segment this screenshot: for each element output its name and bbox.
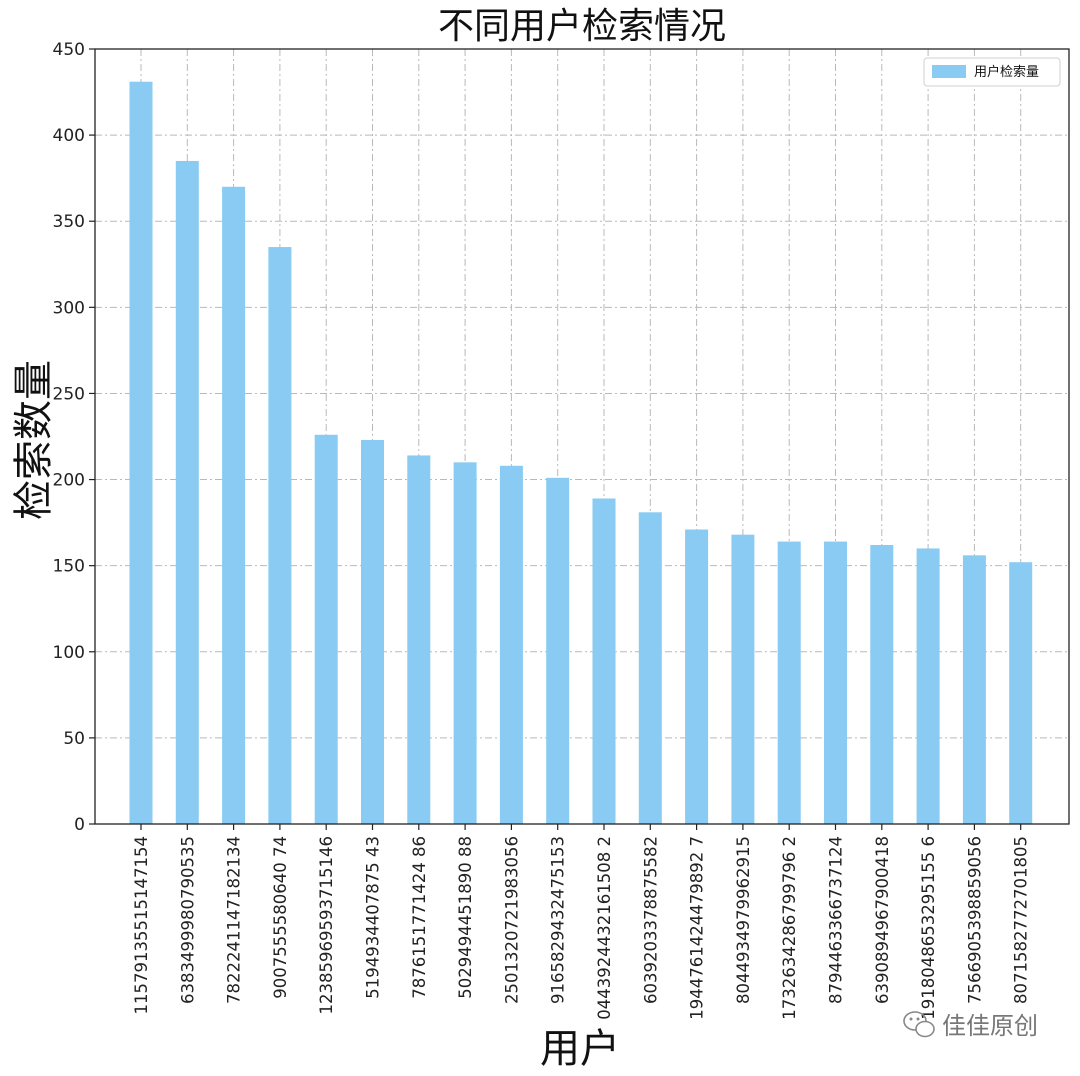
y-ticks: 0 50 100 150 200 250 300 350 400 450 bbox=[53, 40, 95, 835]
bar bbox=[361, 439, 384, 824]
bar bbox=[731, 534, 755, 824]
x-tick-label: 8044934979962915 bbox=[734, 836, 753, 1004]
y-tick-label: 300 bbox=[53, 298, 85, 318]
x-tick-label: 5029494451890 88 bbox=[456, 836, 475, 999]
x-tick-label: 1918048653295155 6 bbox=[919, 836, 938, 1020]
x-tick-label: 7822241147182134 bbox=[225, 836, 244, 1004]
y-tick-label: 450 bbox=[53, 40, 85, 60]
bar bbox=[962, 555, 986, 824]
x-tick-label: 1157913551514715​4 bbox=[132, 836, 151, 1014]
bar bbox=[824, 541, 847, 824]
bar bbox=[499, 465, 523, 824]
watermark: 佳佳原创 bbox=[903, 1011, 1038, 1040]
bar bbox=[685, 529, 709, 824]
bar bbox=[314, 434, 338, 824]
wechat-icon bbox=[903, 1011, 935, 1038]
x-ticks: 1157913551514715​4 6383499980790535 782224… bbox=[132, 824, 1031, 1020]
bar bbox=[916, 548, 940, 824]
axes bbox=[94, 48, 1070, 825]
bar bbox=[546, 477, 570, 824]
bar bbox=[175, 160, 199, 824]
x-axis-label: 用户 bbox=[540, 1026, 620, 1072]
y-tick-label: 50 bbox=[63, 729, 85, 749]
y-tick-label: 150 bbox=[53, 557, 85, 577]
bars bbox=[129, 81, 1033, 825]
x-tick-label: 1944761424479892 7 bbox=[688, 836, 707, 1020]
y-tick-label: 0 bbox=[74, 815, 85, 835]
x-tick-label: 8071582772701805 bbox=[1012, 836, 1031, 1004]
x-tick-label: 1238596959371514​6 bbox=[317, 836, 336, 1014]
y-tick-label: 100 bbox=[53, 643, 85, 663]
legend-swatch bbox=[932, 65, 966, 78]
x-tick-label: 7566905398859056 bbox=[965, 836, 984, 1004]
bar bbox=[407, 455, 431, 824]
bar bbox=[1009, 562, 1033, 824]
x-tick-label: 5194934407875 43 bbox=[364, 836, 383, 999]
x-tick-label: 2501320721983056 bbox=[502, 836, 521, 1004]
watermark-text: 佳佳原创 bbox=[942, 1012, 1038, 1040]
x-tick-label: 6383499980790535 bbox=[178, 836, 197, 1004]
bar bbox=[453, 462, 477, 824]
x-tick-label: 9007555580640 74 bbox=[271, 836, 290, 999]
x-tick-label: 1732634286799796 2 bbox=[780, 836, 799, 1020]
plot-frame bbox=[94, 48, 1070, 825]
y-tick-label: 250 bbox=[53, 384, 85, 404]
legend-label: 用户检索量 bbox=[974, 64, 1039, 80]
x-tick-label: 8794463366737124 bbox=[827, 836, 846, 1004]
y-axis-label: 检索数量 bbox=[11, 360, 57, 520]
x-tick-label: 6039203378875582 bbox=[641, 836, 660, 1004]
y-tick-label: 400 bbox=[53, 126, 85, 146]
bar bbox=[268, 247, 292, 825]
bar bbox=[129, 81, 153, 824]
x-tick-label: 0443924432161508 2 bbox=[595, 836, 614, 1020]
bar bbox=[222, 186, 246, 824]
bar bbox=[592, 498, 616, 824]
bar bbox=[777, 541, 801, 824]
x-tick-label: 7876151771424 86 bbox=[410, 836, 429, 999]
chart-title: 不同用户检索情况 bbox=[438, 6, 726, 47]
bar bbox=[870, 545, 894, 824]
y-tick-label: 200 bbox=[53, 471, 85, 491]
legend: 用户检索量 bbox=[923, 57, 1061, 87]
x-tick-label: 6390894967900418 bbox=[873, 836, 892, 1004]
y-tick-label: 350 bbox=[53, 212, 85, 232]
x-tick-label: 9165829432475153 bbox=[549, 836, 568, 1004]
bar bbox=[638, 512, 662, 824]
